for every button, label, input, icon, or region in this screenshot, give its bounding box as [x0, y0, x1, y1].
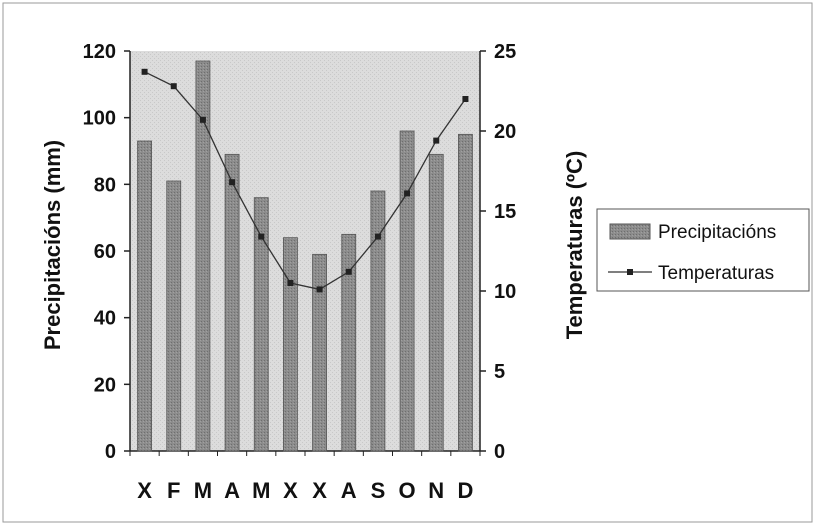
- x-category-label: X: [283, 478, 298, 503]
- x-category-label: M: [194, 478, 212, 503]
- plot-area: [130, 51, 480, 451]
- temperature-point: [229, 179, 236, 186]
- left-tick-label: 40: [94, 308, 116, 330]
- temperature-point: [199, 116, 206, 123]
- temperature-point: [141, 68, 148, 75]
- temperature-point: [258, 233, 265, 240]
- temperature-point: [433, 137, 440, 144]
- x-category-label: O: [399, 478, 416, 503]
- precipitation-bar: [458, 133, 473, 452]
- temperature-polyline: [144, 71, 466, 291]
- precipitation-bar: [428, 153, 444, 452]
- precipitation-bar: [283, 237, 298, 452]
- left-tick-label: 60: [94, 241, 116, 263]
- precipitation-bar: [137, 140, 152, 452]
- left-tick-label: 100: [83, 108, 116, 130]
- precipitation-bar: [166, 180, 182, 452]
- left-tick-label: 0: [105, 441, 116, 463]
- x-category-label: X: [312, 478, 327, 503]
- legend-box: [596, 208, 810, 292]
- x-category-label: S: [371, 478, 386, 503]
- right-tick-label: 0: [494, 441, 505, 463]
- left-tick-label: 20: [94, 374, 116, 396]
- right-y-axis: 0 5 10 15 20 25: [479, 41, 516, 463]
- precipitation-bar: [370, 190, 386, 452]
- x-category-label: F: [167, 478, 180, 503]
- precipitation-bar: [312, 253, 327, 452]
- right-tick-label: 15: [494, 201, 516, 223]
- temperature-line: [141, 68, 469, 293]
- temperature-point: [374, 233, 381, 240]
- right-axis-title: Temperaturas (ºC): [562, 151, 587, 340]
- temperature-point: [345, 268, 352, 275]
- x-category-label: A: [341, 478, 357, 503]
- right-tick-label: 20: [494, 121, 516, 143]
- precipitation-bar: [224, 153, 240, 452]
- legend-label-temperature: Temperaturas: [658, 263, 774, 284]
- legend-swatch-precipitation: [609, 223, 651, 240]
- precipitation-bar: [253, 197, 269, 452]
- legend-label-precipitation: Precipitacións: [658, 222, 776, 243]
- temperature-point: [287, 280, 294, 286]
- temperature-point: [404, 190, 411, 197]
- right-tick-label: 5: [494, 361, 505, 383]
- x-category-label: X: [137, 478, 152, 503]
- left-tick-label: 80: [94, 174, 116, 196]
- x-category-label: A: [224, 478, 240, 503]
- left-y-axis: 0 20 40 60 80 100 120: [83, 41, 481, 463]
- precipitation-bar: [341, 233, 357, 452]
- x-category-label: M: [252, 478, 270, 503]
- temperature-point: [316, 286, 323, 293]
- legend-swatch-temperature-marker: [627, 269, 633, 275]
- temperature-point: [462, 96, 469, 102]
- precipitation-bars: [137, 60, 473, 452]
- precipitation-bar: [195, 60, 211, 452]
- x-category-label: N: [428, 478, 444, 503]
- right-tick-label: 25: [494, 41, 516, 63]
- legend: Precipitacións Temperaturas: [596, 208, 810, 292]
- right-tick-label: 10: [494, 281, 516, 303]
- left-axis-title: Precipitacións (mm): [40, 140, 65, 350]
- temperature-point: [170, 83, 177, 90]
- precipitation-bar: [399, 130, 415, 452]
- x-category-label: D: [457, 478, 473, 503]
- left-tick-label: 120: [83, 41, 116, 63]
